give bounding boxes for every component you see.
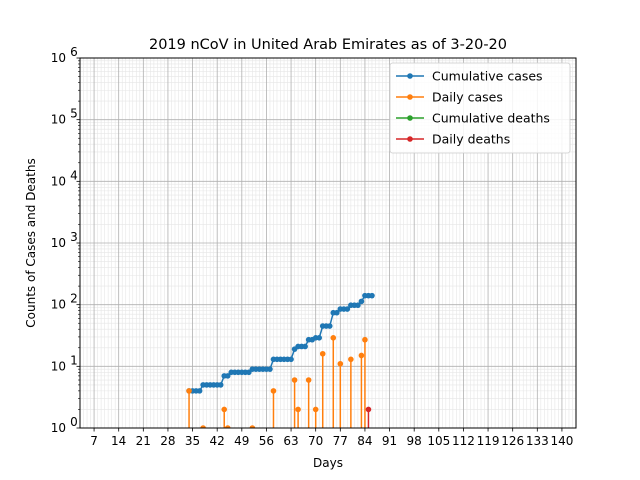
x-tick-label: 133 xyxy=(526,434,549,448)
x-tick-label: 140 xyxy=(550,434,573,448)
x-tick-label: 14 xyxy=(111,434,126,448)
data-point xyxy=(337,360,344,367)
data-point xyxy=(326,323,333,329)
data-point xyxy=(200,425,206,428)
data-point xyxy=(330,335,337,341)
legend-label: Cumulative cases xyxy=(432,69,543,84)
legend: Cumulative cases Daily cases Cumulative de… xyxy=(389,62,571,154)
x-tick-label: 119 xyxy=(477,434,500,448)
data-point xyxy=(267,366,273,372)
legend-label: Daily cases xyxy=(432,90,503,105)
data-point xyxy=(312,406,319,413)
y-tick-label-exponent: 0 xyxy=(70,415,78,429)
data-point xyxy=(224,425,231,428)
x-axis: 7 14 21 28 35 42 49 56 63 70 77 84 91 98 105 112 119 126 1… xyxy=(90,428,573,448)
data-point xyxy=(288,356,294,363)
y-tick-label-exponent: 5 xyxy=(70,107,78,121)
series-daily-deaths xyxy=(365,406,372,428)
major-grid xyxy=(80,57,576,429)
y-tick-label-exponent: 6 xyxy=(70,45,78,59)
data-point xyxy=(270,388,277,394)
data-point xyxy=(186,388,192,394)
x-tick-label: 42 xyxy=(210,434,225,448)
x-tick-label: 28 xyxy=(160,434,175,448)
x-tick-label: 21 xyxy=(136,434,151,448)
x-tick-label: 63 xyxy=(283,434,298,448)
y-axis-label: Counts of Cases and Deaths xyxy=(24,158,38,327)
x-tick-label: 70 xyxy=(308,434,323,448)
legend-swatch-marker xyxy=(407,115,413,121)
x-tick-label: 35 xyxy=(185,434,200,448)
x-tick-label: 84 xyxy=(357,434,372,448)
data-point xyxy=(217,382,224,388)
series-cumulative-cases xyxy=(186,292,375,394)
x-tick-label: 49 xyxy=(234,434,249,448)
legend-item: Daily cases xyxy=(396,90,503,105)
x-tick-label: 126 xyxy=(501,434,524,448)
data-point xyxy=(344,306,351,312)
data-point xyxy=(224,373,231,379)
y-tick-label: 10 xyxy=(51,174,66,188)
y-tick-label: 10 xyxy=(51,359,66,373)
chart-title: 2019 nCoV in United Arab Emirates as of … xyxy=(149,37,507,53)
y-tick-label: 10 xyxy=(51,236,66,250)
data-point xyxy=(302,343,308,350)
x-tick-label: 98 xyxy=(407,434,422,448)
x-axis-label: Days xyxy=(313,456,343,470)
legend-box xyxy=(389,62,571,154)
y-tick-label-exponent: 4 xyxy=(70,168,78,182)
legend-swatch-marker xyxy=(407,73,413,79)
y-axis: 10 0 10 1 10 2 10 3 10 4 10 5 10 6 xyxy=(51,45,80,435)
x-tick-label: 91 xyxy=(382,434,397,448)
y-tick-label: 10 xyxy=(51,51,66,65)
y-tick-label: 10 xyxy=(51,421,66,435)
legend-swatch-marker xyxy=(407,94,413,100)
data-point xyxy=(358,298,365,305)
data-point xyxy=(295,406,301,413)
legend-label: Cumulative deaths xyxy=(432,111,550,126)
x-tick-label: 77 xyxy=(333,434,348,448)
legend-item: Cumulative cases xyxy=(396,69,543,84)
x-tick-label: 105 xyxy=(427,434,450,448)
data-point xyxy=(333,309,340,316)
data-point xyxy=(196,388,203,394)
x-tick-label: 7 xyxy=(90,434,98,448)
y-tick-label-exponent: 1 xyxy=(70,353,78,367)
y-tick-label-exponent: 3 xyxy=(70,230,78,244)
legend-item: Cumulative deaths xyxy=(396,111,550,126)
data-point xyxy=(358,352,365,359)
data-point xyxy=(249,425,256,428)
data-point xyxy=(362,336,368,343)
legend-item: Daily deaths xyxy=(396,132,510,147)
y-tick-label-exponent: 2 xyxy=(70,292,78,306)
data-point xyxy=(316,335,323,341)
data-point xyxy=(291,377,298,383)
data-point xyxy=(221,406,228,413)
data-point xyxy=(365,406,372,413)
x-tick-label: 56 xyxy=(259,434,274,448)
y-tick-label: 10 xyxy=(51,298,66,312)
data-point xyxy=(319,350,326,357)
legend-label: Daily deaths xyxy=(432,132,510,147)
x-tick-label: 112 xyxy=(452,434,475,448)
data-point xyxy=(348,356,354,363)
data-point xyxy=(305,377,312,383)
data-point xyxy=(355,302,361,309)
data-point xyxy=(369,292,375,299)
y-tick-label: 10 xyxy=(51,113,66,127)
legend-swatch-marker xyxy=(407,136,413,142)
plot-area xyxy=(186,292,375,428)
series-daily-cases xyxy=(186,335,368,428)
